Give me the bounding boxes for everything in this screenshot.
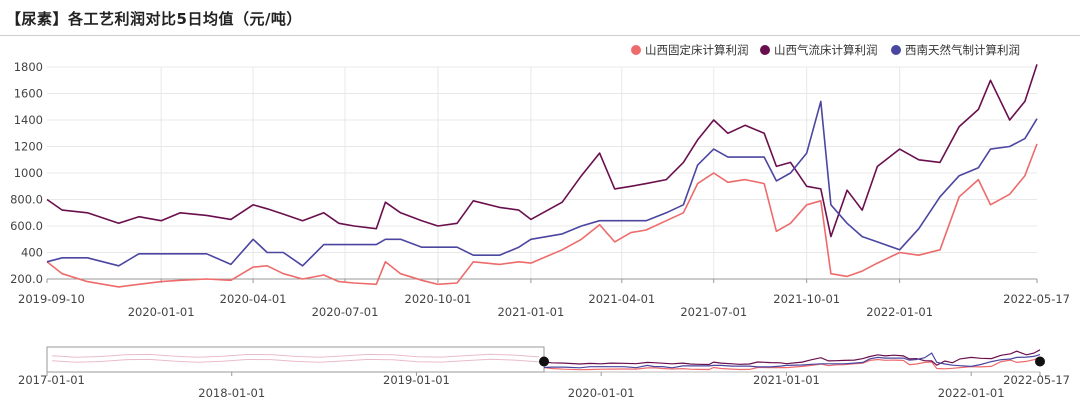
- x-axis: 2019-09-10 2020-01-01 2020-04-01 2020-07-01…: [18, 278, 1070, 319]
- navigator-tick-label: 2020-01-01: [568, 386, 635, 400]
- title-divider: [0, 35, 1080, 36]
- navigator-tick-label: 2022-01-01: [938, 386, 1005, 400]
- legend-label: 山西气流床计算利润: [774, 43, 878, 57]
- legend-marker: [631, 45, 641, 55]
- navigator-series-line: [543, 352, 1041, 369]
- y-tick-label: 800.0: [10, 193, 43, 207]
- x-tick-label: 2022-05-17: [1003, 292, 1070, 306]
- y-axis: 200.0 400 600.0 800.0 1000 1200 1400 1600 1800: [10, 60, 43, 286]
- y-tick-label: 200.0: [10, 272, 43, 286]
- navigator-faded-line: [51, 358, 540, 363]
- series-line: [46, 64, 1038, 238]
- x-tick-label: 2021-10-01: [773, 292, 840, 306]
- navigator-tick-label: 2019-01-01: [383, 373, 450, 387]
- plot-area[interactable]: [46, 64, 1038, 288]
- series-line: [46, 100, 1038, 267]
- y-tick-label: 1000: [14, 166, 43, 180]
- navigator-faded-line: [51, 353, 540, 358]
- navigator-series-line: [543, 356, 1041, 371]
- navigator-tick-label: 2022-05-17: [1003, 373, 1070, 387]
- legend[interactable]: 山西固定床计算利润 山西气流床计算利润 西南天然气制计算利润: [631, 43, 1020, 57]
- navigator-handle[interactable]: [539, 356, 550, 367]
- y-tick-label: 1600: [14, 87, 43, 101]
- legend-marker: [891, 45, 901, 55]
- legend-label: 山西固定床计算利润: [645, 43, 749, 57]
- y-tick-label: 600.0: [10, 219, 43, 233]
- legend-label: 西南天然气制计算利润: [905, 43, 1020, 57]
- x-tick-label: 2021-01-01: [497, 305, 564, 319]
- x-tick-label: 2021-04-01: [588, 292, 655, 306]
- legend-marker: [760, 45, 770, 55]
- navigator-tick-label: 2017-01-01: [18, 373, 85, 387]
- y-tick-label: 400: [21, 246, 43, 260]
- navigator-tick-label: 2018-01-01: [198, 386, 265, 400]
- y-tick-label: 1800: [14, 60, 43, 74]
- y-tick-label: 1400: [14, 113, 43, 127]
- grid-lines: [47, 66, 1037, 280]
- series-line: [46, 143, 1038, 288]
- x-tick-label: 2020-10-01: [405, 292, 472, 306]
- navigator-series-line: [543, 349, 1041, 366]
- navigator-tick-label: 2021-01-01: [753, 373, 820, 387]
- x-tick-label: 2022-01-01: [866, 305, 933, 319]
- x-tick-label: 2020-07-01: [312, 305, 379, 319]
- range-navigator[interactable]: 2017-01-01 2018-01-01 2019-01-01 2020-01-01…: [18, 346, 1070, 400]
- navigator-handle[interactable]: [1035, 356, 1045, 367]
- y-tick-label: 1200: [14, 140, 43, 154]
- x-tick-label: 2020-01-01: [128, 305, 195, 319]
- chart-title: 【尿素】各工艺利润对比5日均值（元/吨）: [6, 10, 302, 28]
- x-tick-label: 2019-09-10: [18, 292, 85, 306]
- x-tick-label: 2021-07-01: [680, 305, 747, 319]
- x-tick-label: 2020-04-01: [220, 292, 287, 306]
